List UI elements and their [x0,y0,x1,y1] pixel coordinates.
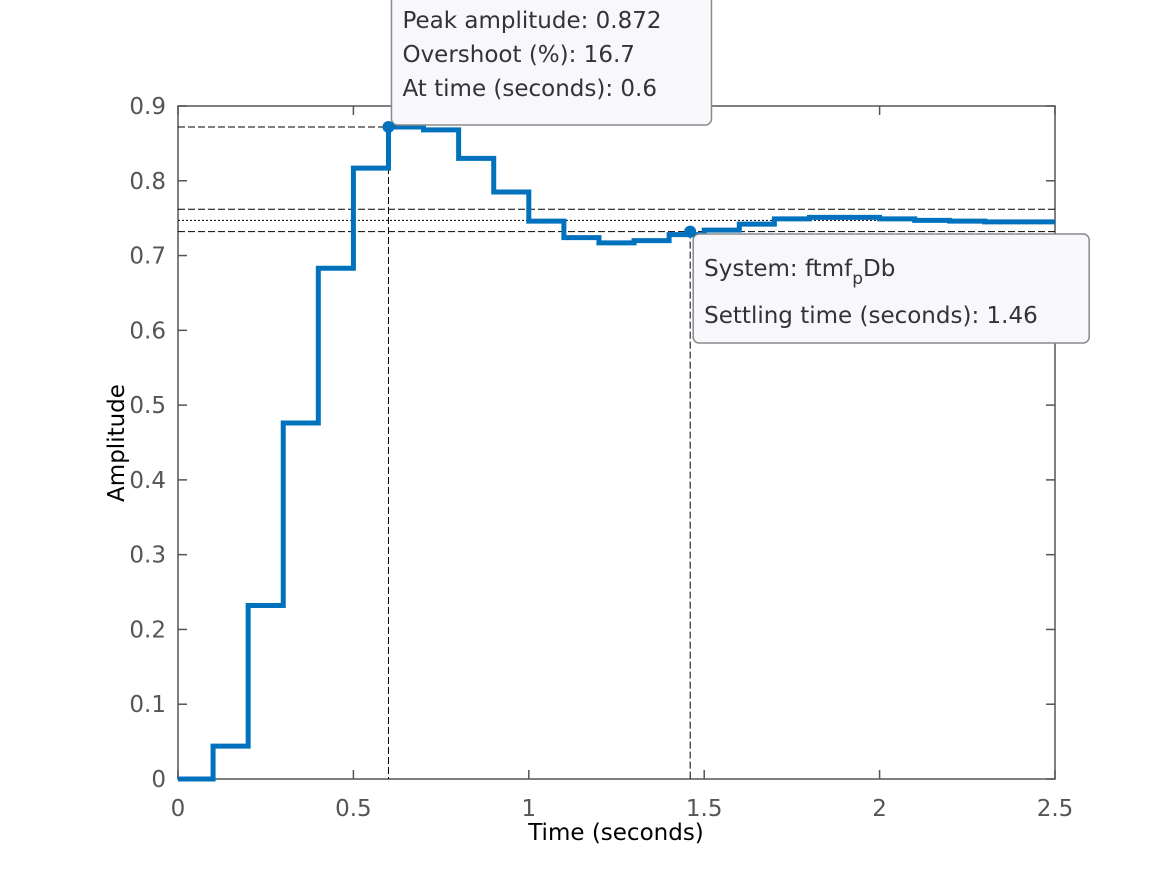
y-tick-label: 0 [151,767,166,793]
datatips: Peak amplitude: 0.872 Overshoot (%): 16.7… [382,0,1090,344]
y-axis-label: Amplitude [104,384,130,502]
series-line-1 [178,124,1055,782]
y-tick-label: 0.7 [129,244,166,270]
peak-datatip-line-2: Overshoot (%): 16.7 [402,42,634,68]
peak-datatip-box [390,0,713,126]
y-tick-label: 0.8 [129,169,166,195]
x-tick-label: 1.5 [686,796,723,822]
x-tick-label: 0.5 [335,796,372,822]
x-axis-label: Time (seconds) [527,820,704,846]
peak-marker [382,120,395,133]
settling-datatip-box [692,233,1090,344]
tick-labels: 0 0.5 1 1.5 2 2.5 0 0.1 0.2 0.3 0.4 0.5 0.6 0.7 0.8 0.9 [129,94,1073,822]
y-tick-label: 0.9 [129,94,166,120]
peak-datatip-line-3: At time (seconds): 0.6 [402,76,657,102]
y-tick-label: 0.6 [129,318,166,344]
axes [177,105,1056,780]
x-tick-label: 1 [521,796,536,822]
y-tick-label: 0.5 [129,393,166,419]
reference-lines [178,126,1055,779]
settling-datatip-time: Settling time (seconds): 1.46 [704,303,1038,329]
y-tick-label: 0.2 [129,617,166,643]
series-group [178,124,1055,782]
settling-datatip-system: System: ftmfpDb [704,256,895,289]
y-tick-label: 0.4 [129,468,166,494]
x-tick-label: 2.5 [1037,796,1074,822]
y-tick-label: 0.1 [129,692,166,718]
settling-marker [684,225,697,238]
plot-area [177,105,1056,780]
x-tick-label: 0 [171,796,186,822]
x-tick-label: 2 [872,796,887,822]
y-tick-label: 0.3 [129,543,166,569]
peak-datatip-line-1: Peak amplitude: 0.872 [402,8,661,34]
